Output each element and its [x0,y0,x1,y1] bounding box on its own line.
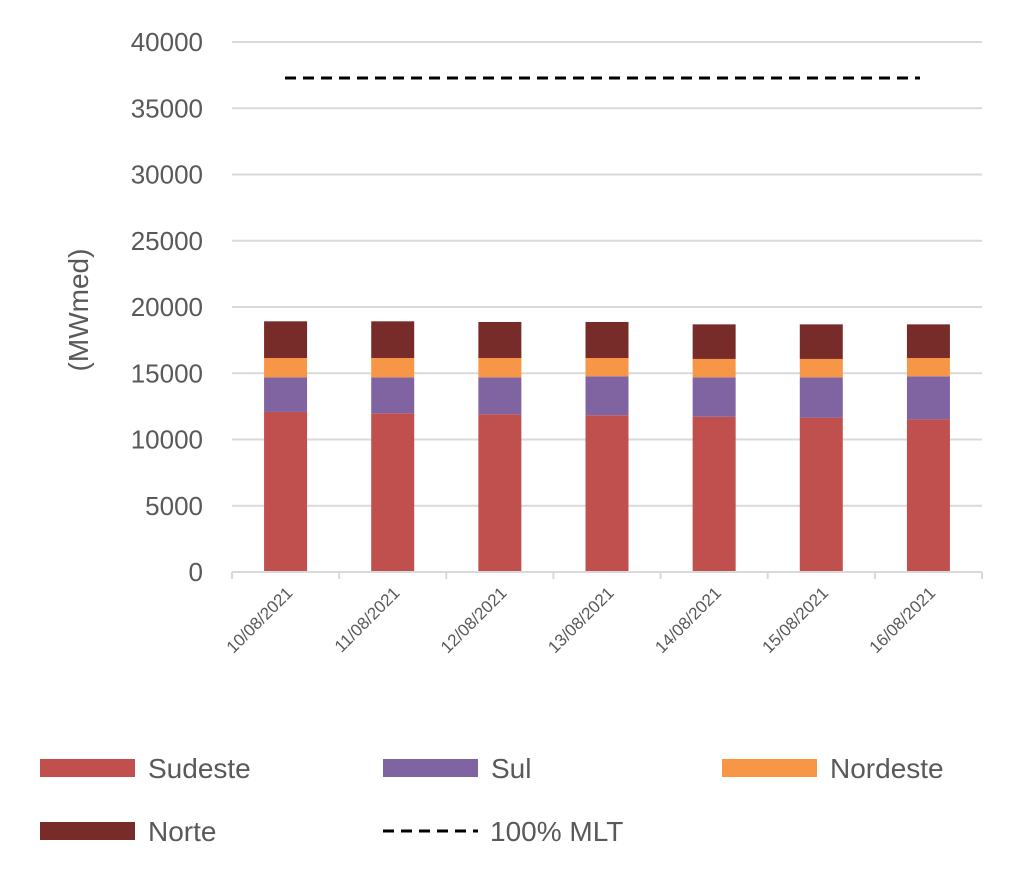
bar-norte-4 [692,324,736,359]
legend-label-100-mlt: 100% MLT [490,816,623,847]
bar-sul-3 [585,376,629,416]
bar-sudeste-1 [371,413,415,572]
bar-nordeste-0 [264,358,308,378]
bar-sudeste-0 [264,411,308,572]
x-tick-labels: 10/08/2021 11/08/2021 12/08/2021 13/08/2021… [223,583,939,657]
x-tick-label: 13/08/2021 [544,583,618,657]
x-tick-label: 15/08/2021 [759,583,833,657]
bar-nordeste-4 [692,358,736,378]
y-tick-label: 5000 [145,491,203,521]
axes [231,571,983,579]
bar-sudeste-6 [906,419,950,572]
y-tick-label: 0 [189,557,203,587]
bars [264,321,950,572]
y-tick-label: 35000 [131,93,203,123]
y-tick-label: 30000 [131,160,203,190]
x-tick-label: 14/08/2021 [651,583,725,657]
x-tick-label: 10/08/2021 [223,583,297,657]
bar-nordeste-3 [585,358,629,377]
x-tick-label: 11/08/2021 [331,583,404,656]
bar-nordeste-5 [799,358,843,378]
y-tick-labels: 0 5000 10000 15000 20000 25000 30000 35000 40000 [131,27,203,587]
bar-nordeste-6 [906,358,950,377]
bar-nordeste-2 [478,358,522,378]
y-tick-label: 25000 [131,226,203,256]
bar-sudeste-5 [799,417,843,572]
y-tick-label: 20000 [131,292,203,322]
bar-sudeste-2 [478,414,522,572]
legend-swatch-sudeste [40,759,135,777]
bar-sudeste-4 [692,416,736,572]
legend-label-sul: Sul [491,753,531,784]
legend-swatch-nordeste [722,759,817,777]
bar-nordeste-1 [371,358,415,378]
bar-sul-0 [264,377,308,412]
bar-sul-6 [906,376,950,420]
legend-label-sudeste: Sudeste [148,753,251,784]
y-tick-label: 40000 [131,27,203,57]
legend-swatch-norte [40,822,135,840]
legend-swatch-sul [383,759,478,777]
y-tick-label: 10000 [131,425,203,455]
bar-norte-0 [264,321,308,359]
legend-label-norte: Norte [148,816,216,847]
bar-norte-1 [371,321,415,359]
bar-sul-5 [799,377,843,418]
bar-sul-4 [692,377,736,417]
bar-norte-5 [799,324,843,359]
legend-label-nordeste: Nordeste [830,753,944,784]
bar-sudeste-3 [585,415,629,572]
bar-sul-2 [478,377,522,415]
y-tick-label: 15000 [131,358,203,388]
x-tick-label: 12/08/2021 [437,583,511,657]
bar-norte-2 [478,321,522,359]
bar-sul-1 [371,377,415,414]
x-tick-label: 16/08/2021 [866,583,940,657]
y-axis-label: (MWmed) [63,249,94,372]
legend: Sudeste Sul Nordeste Norte 100% MLT [40,753,944,847]
bar-norte-6 [906,324,950,359]
bar-norte-3 [585,321,629,359]
